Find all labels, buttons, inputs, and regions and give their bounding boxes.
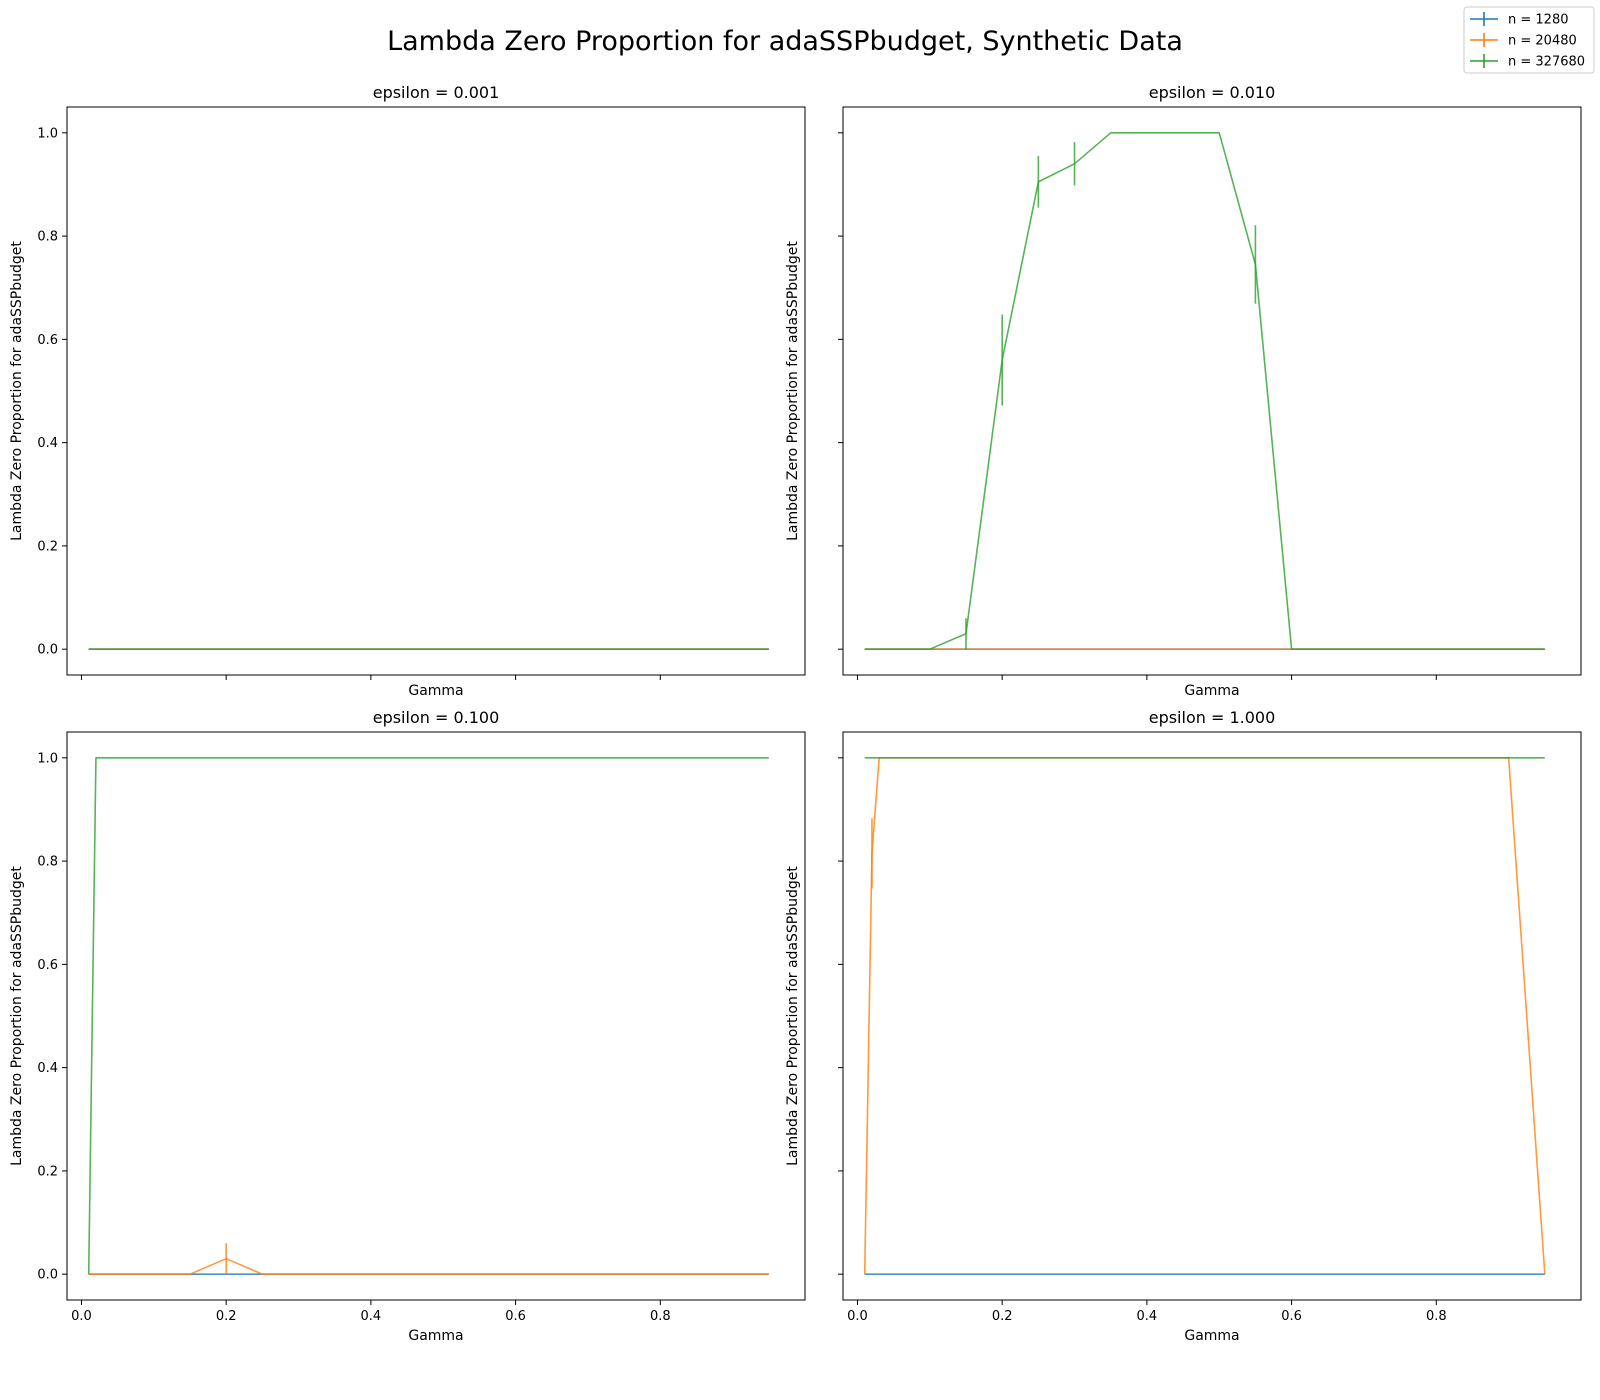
axes-frame <box>66 731 806 1301</box>
x-tick-label: 0.6 <box>1281 1309 1302 1324</box>
subplot-title: epsilon = 1.000 <box>1149 708 1276 727</box>
series-n-20480 <box>88 1243 769 1275</box>
y-tick-label: 1.0 <box>37 751 58 766</box>
plot-area <box>87 757 769 1275</box>
series-line <box>863 757 1546 1275</box>
x-axis-label: Gamma <box>408 683 463 699</box>
subplots: epsilon = 0.001 0.0 0.2 0.4 0.6 0.8 1.0 Gamma La… <box>9 83 1582 1344</box>
axes-frame <box>66 106 806 676</box>
legend: n = 1280 n = 20480 n = 327680 <box>1463 6 1595 74</box>
x-tick-label: 0.2 <box>216 1309 237 1324</box>
plot-area <box>864 132 1545 650</box>
x-axis-label: Gamma <box>1184 683 1239 699</box>
y-tick-label: 0.6 <box>37 958 58 973</box>
x-axis-label: Gamma <box>1184 1328 1239 1344</box>
subplot-title: epsilon = 0.100 <box>373 708 500 727</box>
series-n-327680 <box>864 132 1545 650</box>
subplot-epsilon-0-010: epsilon = 0.010 Gamma Lambda Zero Proporti… <box>785 83 1582 699</box>
y-tick-label: 0.2 <box>37 539 58 554</box>
y-axis-label: Lambda Zero Proportion for adaSSPbudget <box>785 241 801 541</box>
x-axis-label: Gamma <box>408 1328 463 1344</box>
x-tick-label: 0.0 <box>71 1309 92 1324</box>
y-tick-label: 0.6 <box>37 333 58 348</box>
series-n-20480 <box>863 757 1546 1275</box>
subplot-title: epsilon = 0.010 <box>1149 83 1276 102</box>
x-tick-label: 0.4 <box>1137 1309 1158 1324</box>
y-tick-label: 0.8 <box>37 230 58 245</box>
plot-area <box>863 757 1546 1275</box>
y-tick-label: 0.4 <box>37 1061 58 1076</box>
subplot-title: epsilon = 0.001 <box>373 83 500 102</box>
x-tick-label: 0.8 <box>650 1309 671 1324</box>
series-line <box>864 132 1545 650</box>
legend-label: n = 1280 <box>1508 13 1568 28</box>
series-line <box>88 1257 769 1275</box>
legend-item-n-20480: n = 20480 <box>1470 33 1577 49</box>
x-tick-label: 0.6 <box>505 1309 526 1324</box>
figure-title: Lambda Zero Proportion for adaSSPbudget,… <box>387 26 1183 57</box>
x-tick-label: 0.0 <box>847 1309 868 1324</box>
y-tick-label: 0.4 <box>37 436 58 451</box>
y-tick-label: 0.0 <box>37 1268 58 1283</box>
legend-item-n-1280: n = 1280 <box>1470 12 1568 28</box>
subplot-epsilon-1-000: epsilon = 1.000 0.0 0.2 0.4 0.6 0.8 Gamma Lambd… <box>785 708 1582 1344</box>
y-tick-label: 0.0 <box>37 643 58 658</box>
y-axis-label: Lambda Zero Proportion for adaSSPbudget <box>9 866 25 1166</box>
legend-label: n = 20480 <box>1508 34 1577 49</box>
series-n-327680 <box>87 757 769 1275</box>
y-tick-label: 1.0 <box>37 126 58 141</box>
axes-frame <box>842 731 1582 1301</box>
y-tick-label: 0.2 <box>37 1164 58 1179</box>
y-tick-label: 0.8 <box>37 855 58 870</box>
x-tick-label: 0.4 <box>361 1309 382 1324</box>
legend-item-n-327680: n = 327680 <box>1470 54 1585 70</box>
x-tick-label: 0.8 <box>1426 1309 1447 1324</box>
legend-label: n = 327680 <box>1508 55 1585 70</box>
legend-box <box>1463 6 1595 74</box>
y-axis-label: Lambda Zero Proportion for adaSSPbudget <box>785 866 801 1166</box>
series-line <box>87 757 769 1275</box>
subplot-epsilon-0-001: epsilon = 0.001 0.0 0.2 0.4 0.6 0.8 1.0 Gamma La… <box>9 83 806 699</box>
x-tick-label: 0.2 <box>992 1309 1013 1324</box>
y-axis-label: Lambda Zero Proportion for adaSSPbudget <box>9 241 25 541</box>
axes-frame <box>842 106 1582 676</box>
subplot-epsilon-0-100: epsilon = 0.100 0.0 0.2 0.4 0.6 0.8 0.0 0.2 0.4 0… <box>9 708 806 1344</box>
